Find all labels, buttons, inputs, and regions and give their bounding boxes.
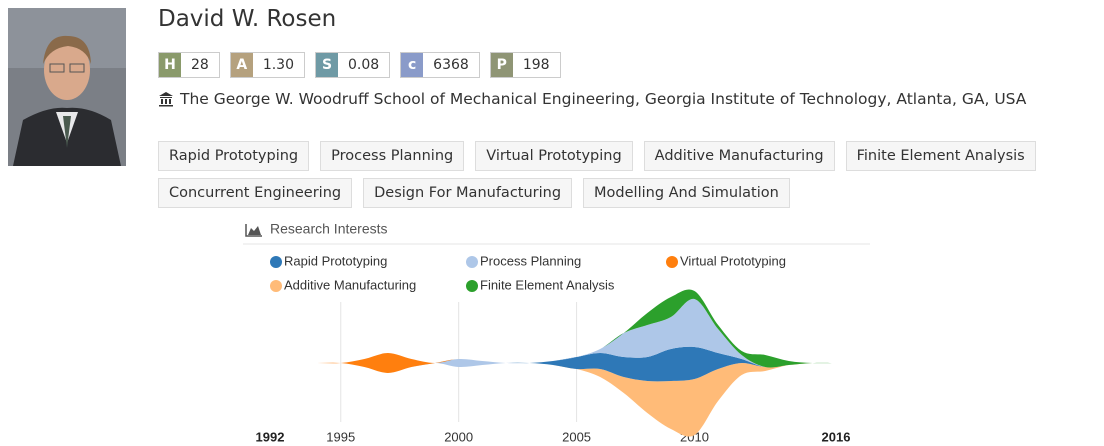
legend-swatch <box>270 256 282 268</box>
tag[interactable]: Process Planning <box>320 141 464 171</box>
x-tick-label: 2010 <box>680 429 709 444</box>
x-limit-label: 2016 <box>822 429 851 444</box>
affiliation-text: The George W. Woodruff School of Mechani… <box>180 90 1026 108</box>
stream-area <box>270 347 836 382</box>
tag[interactable]: Modelling And Simulation <box>583 178 790 208</box>
chart-icon <box>246 224 262 236</box>
x-tick-label: 2005 <box>562 429 591 444</box>
legend-label: Virtual Prototyping <box>680 253 786 268</box>
x-tick-label: 1995 <box>326 429 355 444</box>
tag[interactable]: Finite Element Analysis <box>846 141 1036 171</box>
metric-key: c <box>401 53 423 77</box>
tag[interactable]: Design For Manufacturing <box>363 178 572 208</box>
tag[interactable]: Virtual Prototyping <box>475 141 632 171</box>
legend-label: Additive Manufacturing <box>284 277 416 292</box>
stream-area <box>270 363 836 437</box>
stream-area <box>270 289 836 367</box>
institution-icon <box>158 91 174 107</box>
tag[interactable]: Rapid Prototyping <box>158 141 309 171</box>
tags: Rapid Prototyping Process Planning Virtual… <box>158 141 1088 208</box>
legend-label: Rapid Prototyping <box>284 253 387 268</box>
chart-title: Research Interests <box>270 221 388 237</box>
metric-key: H <box>159 53 181 77</box>
affiliation: The George W. Woodruff School of Mechani… <box>158 90 1026 108</box>
metric-key: A <box>231 53 253 77</box>
page: David W. Rosen H28 A1.30 S0.08 c6368 P198 Th… <box>0 0 1104 446</box>
legend-swatch <box>270 280 282 292</box>
metric-value: 1.30 <box>253 57 304 73</box>
legend-swatch <box>466 280 478 292</box>
tag[interactable]: Concurrent Engineering <box>158 178 352 208</box>
stream-area <box>270 299 836 373</box>
metric-value: 6368 <box>423 57 479 73</box>
x-limit-label: 1992 <box>256 429 285 444</box>
x-tick-label: 2000 <box>444 429 473 444</box>
profile-name: David W. Rosen <box>158 6 336 32</box>
legend-label: Process Planning <box>480 253 581 268</box>
stream-area <box>270 299 836 373</box>
tag[interactable]: Additive Manufacturing <box>644 141 835 171</box>
metric-value: 28 <box>181 57 219 73</box>
metric-key: P <box>491 53 513 77</box>
legend-label: Finite Element Analysis <box>480 277 615 292</box>
profile-photo <box>8 8 126 166</box>
metric-value: 198 <box>513 57 560 73</box>
metric-value: 0.08 <box>338 57 389 73</box>
legend-swatch <box>666 256 678 268</box>
legend-swatch <box>466 256 478 268</box>
metric-key: S <box>316 53 338 77</box>
